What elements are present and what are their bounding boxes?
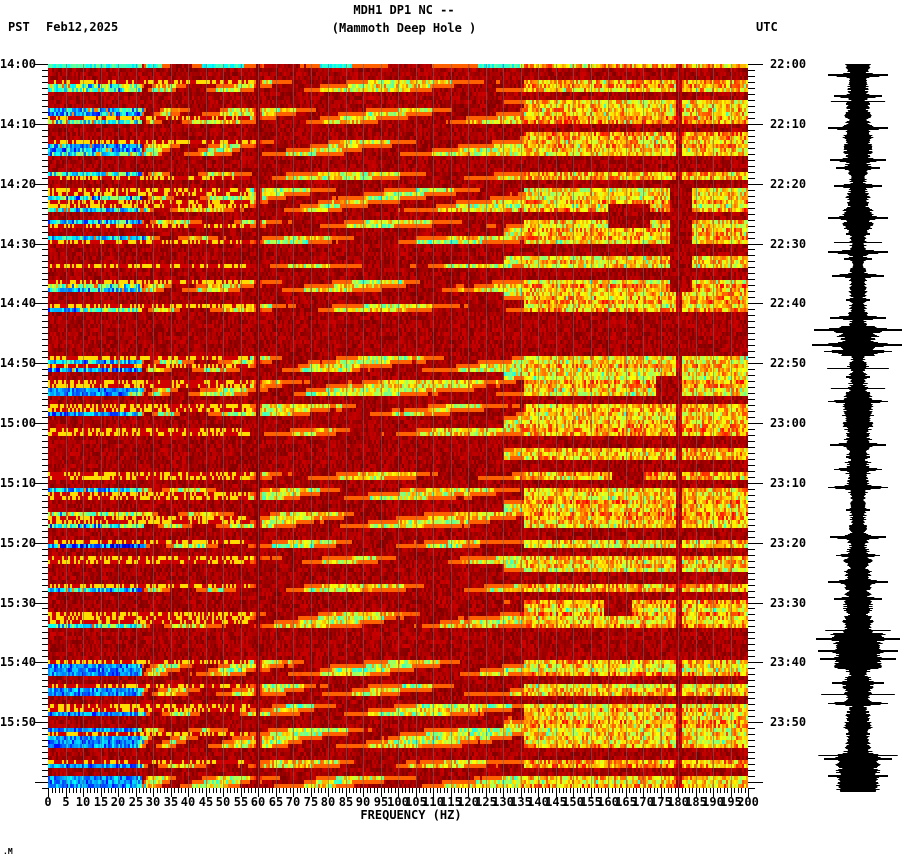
frequency-tick-label: 10	[75, 795, 91, 809]
frequency-tick-label: 160	[597, 795, 619, 809]
frequency-tick-label: 135	[510, 795, 532, 809]
frequency-tick-label: 5	[62, 795, 70, 809]
frequency-tick-label: 155	[580, 795, 602, 809]
left-time-tick-label: 14:30	[0, 237, 36, 251]
frequency-tick-label: 200	[737, 795, 759, 809]
right-time-tick-label: 22:00	[770, 57, 807, 71]
frequency-tick-label: 30	[145, 795, 161, 809]
frequency-tick-label: 145	[545, 795, 567, 809]
left-time-tick-label: 14:00	[0, 57, 36, 71]
frequency-tick-label: 75	[303, 795, 319, 809]
frequency-tick-label: 100	[387, 795, 409, 809]
frequency-tick-label: 80	[320, 795, 336, 809]
frequency-tick-label: 120	[457, 795, 479, 809]
frequency-tick-label: 20	[110, 795, 126, 809]
left-time-tick-label: 15:40	[0, 655, 36, 669]
frequency-tick-label: 35	[163, 795, 179, 809]
frequency-tick-label: 90	[355, 795, 371, 809]
right-time-tick-label: 23:20	[770, 536, 807, 550]
right-time-tick-label: 23:10	[770, 476, 807, 490]
frequency-tick-label: 25	[128, 795, 144, 809]
right-time-tick-label: 22:50	[770, 356, 807, 370]
spectrogram-canvas	[48, 64, 748, 788]
frequency-tick-label: 55	[233, 795, 249, 809]
left-time-tick-label: 14:40	[0, 296, 36, 310]
frequency-tick-label: 110	[422, 795, 444, 809]
left-time-tick-label: 14:20	[0, 177, 36, 191]
frequency-tick-label: 45	[198, 795, 214, 809]
frequency-tick-label: 0	[44, 795, 52, 809]
right-time-tick-label: 22:10	[770, 117, 807, 131]
frequency-tick-label: 130	[492, 795, 514, 809]
right-time-tick-label: 23:00	[770, 416, 807, 430]
left-time-tick-label: 15:50	[0, 715, 36, 729]
left-time-tick-label: 15:10	[0, 476, 36, 490]
right-time-tick-label: 22:40	[770, 296, 807, 310]
left-time-tick-label: 14:10	[0, 117, 36, 131]
right-time-tick-label: 23:30	[770, 596, 807, 610]
frequency-tick-label: 185	[685, 795, 707, 809]
frequency-tick-label: 50	[215, 795, 231, 809]
left-time-tick-label: 15:30	[0, 596, 36, 610]
footer-mark: .M	[3, 847, 13, 856]
frequency-tick-label: 150	[562, 795, 584, 809]
left-time-tick-label: 14:50	[0, 356, 36, 370]
frequency-tick-label: 70	[285, 795, 301, 809]
frequency-tick-label: 180	[667, 795, 689, 809]
seismogram-trace-canvas	[812, 64, 902, 792]
frequency-tick-label: 190	[702, 795, 724, 809]
right-time-tick-label: 22:30	[770, 237, 807, 251]
x-axis-title: FREQUENCY (HZ)	[360, 808, 462, 822]
right-time-tick-label: 22:20	[770, 177, 807, 191]
left-time-tick-label: 15:00	[0, 416, 36, 430]
frequency-tick-label: 85	[338, 795, 354, 809]
frequency-tick-label: 105	[405, 795, 427, 809]
frequency-tick-label: 165	[615, 795, 637, 809]
right-time-tick-label: 23:50	[770, 715, 807, 729]
frequency-tick-label: 65	[268, 795, 284, 809]
right-time-tick-label: 23:40	[770, 655, 807, 669]
frequency-tick-label: 125	[475, 795, 497, 809]
frequency-tick-label: 115	[440, 795, 462, 809]
frequency-tick-label: 95	[373, 795, 389, 809]
frequency-tick-label: 40	[180, 795, 196, 809]
frequency-tick-label: 15	[93, 795, 109, 809]
frequency-tick-label: 170	[632, 795, 654, 809]
frequency-tick-label: 195	[720, 795, 742, 809]
frequency-tick-label: 175	[650, 795, 672, 809]
frequency-tick-label: 140	[527, 795, 549, 809]
left-time-tick-label: 15:20	[0, 536, 36, 550]
frequency-tick-label: 60	[250, 795, 266, 809]
